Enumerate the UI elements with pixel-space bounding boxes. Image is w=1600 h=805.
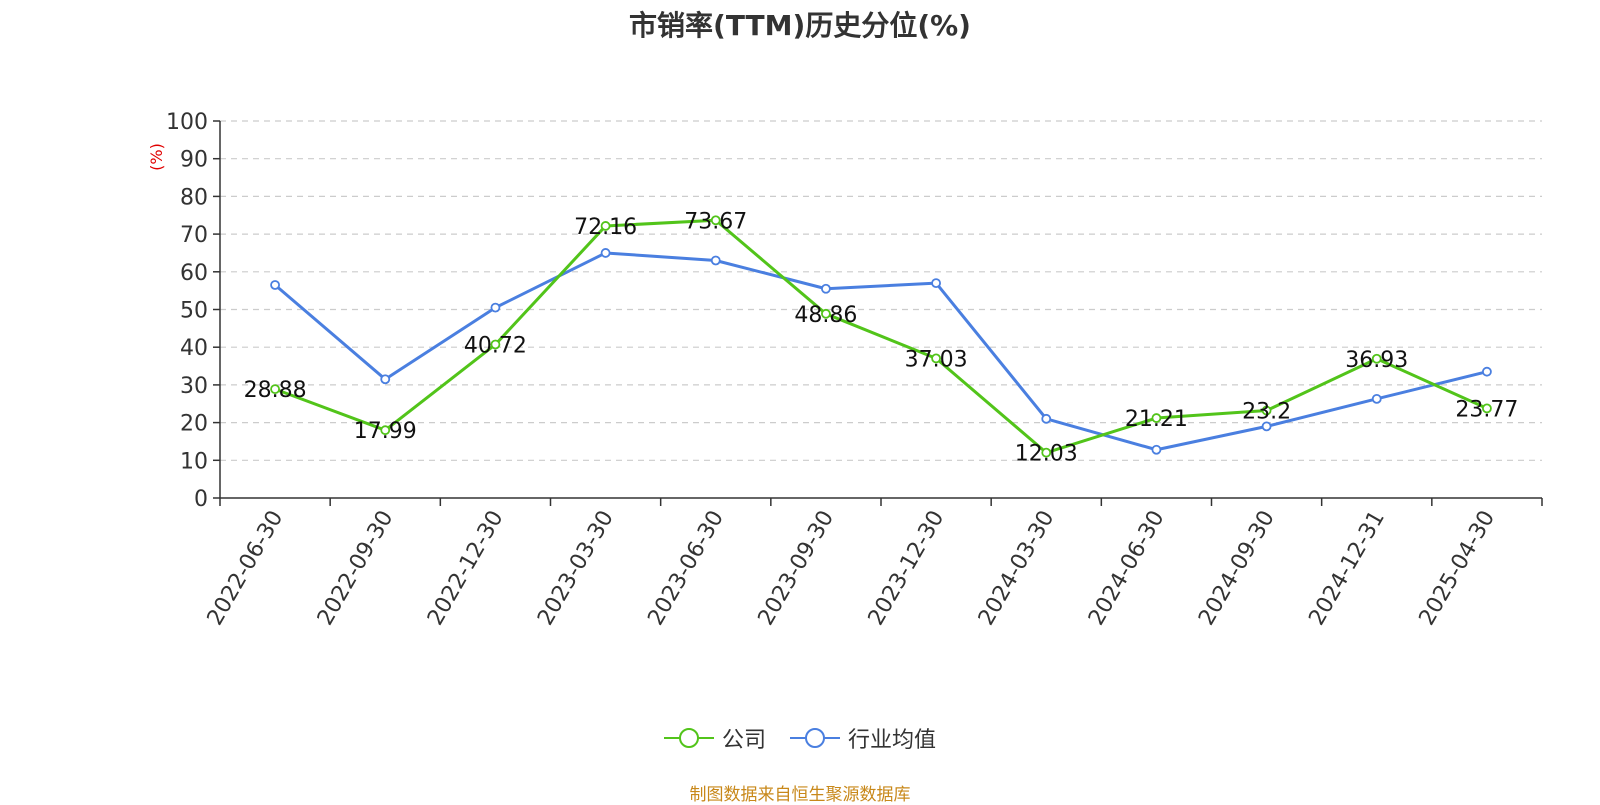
series-line-industry: [274, 251, 1488, 452]
data-point-company: [270, 384, 280, 395]
x-tick-label: 2024-06-30: [1084, 507, 1170, 630]
y-tick-label: 60: [180, 261, 208, 286]
x-tick-label: 2023-09-30: [754, 507, 840, 630]
x-tick-label: 2022-09-30: [313, 507, 399, 630]
data-point-company: [490, 339, 501, 350]
data-point-industry: [931, 278, 941, 289]
data-point-company: [931, 353, 941, 364]
data-point-company: [1151, 413, 1162, 423]
data-label: 73.67: [684, 209, 747, 234]
data-point-industry: [1482, 366, 1492, 377]
data-point-industry: [710, 255, 721, 266]
x-tick-label: 2025-04-30: [1415, 507, 1501, 630]
x-tick-label: 2024-12-31: [1304, 507, 1390, 630]
y-axis-label: (%): [147, 143, 166, 171]
data-label: 12.03: [1015, 442, 1078, 467]
data-point-company: [1041, 447, 1052, 458]
data-point-company: [710, 215, 721, 226]
data-label: 37.03: [905, 347, 968, 372]
data-label: 72.16: [574, 215, 637, 240]
data-point-industry: [1041, 413, 1052, 424]
data-label: 21.21: [1125, 407, 1188, 432]
x-tick-label: 2022-06-30: [203, 507, 289, 630]
y-tick-label: 70: [180, 223, 208, 248]
data-point-industry: [821, 283, 831, 294]
x-tick-label: 2024-09-30: [1194, 507, 1280, 630]
series-line-company: [274, 218, 1488, 455]
data-point-company: [1371, 353, 1382, 364]
data-point-industry: [270, 280, 280, 290]
data-label: 40.72: [464, 333, 527, 358]
data-point-industry: [600, 248, 611, 258]
y-tick-label: 0: [194, 487, 208, 512]
data-point-company: [1482, 403, 1492, 414]
y-tick-label: 80: [180, 185, 208, 210]
chart-title: 市销率(TTM)历史分位(%): [629, 9, 971, 42]
legend-item-industry[interactable]: 行业均值: [790, 722, 936, 754]
data-point-industry: [1371, 393, 1382, 404]
x-tick-label: 2023-06-30: [643, 507, 729, 630]
y-tick-label: 50: [180, 299, 208, 324]
data-point-industry: [490, 302, 501, 313]
legend-marker-industry: [790, 728, 840, 748]
data-label: 28.88: [244, 378, 307, 403]
data-label: 48.86: [794, 303, 857, 328]
data-point-company: [821, 308, 831, 319]
y-tick-label: 30: [180, 374, 208, 399]
data-point-industry: [1261, 421, 1272, 432]
x-tick-label: 2022-12-30: [423, 507, 509, 630]
legend: 公司 行业均值: [0, 722, 1600, 754]
legend-label-industry: 行业均值: [848, 728, 937, 753]
y-tick-label: 90: [180, 148, 208, 173]
data-label: 23.2: [1242, 400, 1291, 425]
data-point-company: [380, 425, 391, 436]
legend-label-company: 公司: [721, 728, 766, 753]
x-tick-label: 2023-12-30: [864, 507, 950, 630]
data-label: 17.99: [354, 419, 417, 444]
y-tick-label: 40: [180, 336, 208, 361]
data-point-industry: [1151, 444, 1162, 455]
y-tick-label: 20: [180, 412, 208, 437]
x-tick-label: 2023-03-30: [533, 507, 619, 630]
data-label: 23.77: [1455, 397, 1518, 422]
data-point-company: [600, 221, 611, 231]
data-label: 36.93: [1345, 348, 1408, 373]
source-footer: 制图数据来自恒生聚源数据库: [689, 785, 911, 805]
x-tick-label: 2024-03-30: [974, 507, 1060, 630]
y-tick-label: 100: [166, 110, 208, 135]
legend-marker-company: [663, 728, 714, 748]
y-tick-label: 10: [180, 449, 208, 474]
legend-item-company[interactable]: 公司: [663, 722, 766, 754]
data-point-company: [1261, 405, 1272, 416]
data-point-industry: [380, 374, 391, 385]
